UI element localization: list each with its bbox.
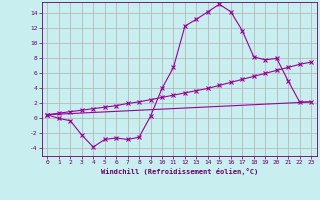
X-axis label: Windchill (Refroidissement éolien,°C): Windchill (Refroidissement éolien,°C) (100, 168, 258, 175)
